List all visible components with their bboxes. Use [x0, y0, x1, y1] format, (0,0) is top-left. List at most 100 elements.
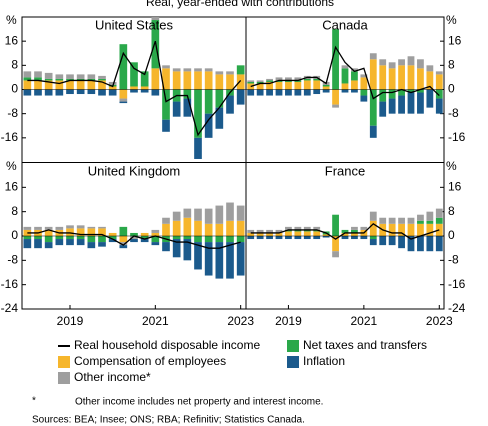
bar [388, 217, 396, 224]
bar [275, 80, 283, 82]
bar [369, 59, 377, 90]
bar [388, 98, 396, 114]
bar [23, 226, 32, 230]
bar [140, 239, 149, 243]
bar [119, 242, 128, 246]
bar [256, 83, 264, 90]
legend-label: Inflation [303, 354, 345, 368]
bar [360, 77, 368, 90]
bar [275, 89, 283, 96]
x-tick-label: 2021 [351, 314, 378, 328]
bar [76, 74, 85, 79]
bar [322, 236, 330, 238]
bar [417, 220, 424, 224]
bar [151, 17, 160, 21]
bar [76, 225, 85, 229]
bar [435, 74, 443, 90]
bar [162, 68, 170, 90]
bar [215, 107, 224, 129]
bar [266, 81, 273, 90]
bar [55, 226, 64, 230]
bar [379, 59, 387, 66]
bar [34, 89, 42, 96]
bar [55, 78, 64, 81]
bar [23, 71, 32, 78]
bar [215, 205, 224, 224]
bar [313, 236, 321, 240]
sources: Sources: BEA; Insee; ONS; RBA; Refinitiv… [32, 415, 305, 426]
bar [87, 226, 96, 229]
bar [119, 101, 128, 104]
bar [351, 68, 358, 72]
y-axis-label: % [6, 159, 17, 173]
bar [426, 236, 434, 252]
bar [162, 65, 170, 69]
bar [303, 89, 311, 96]
bar [351, 71, 358, 81]
bar [87, 74, 96, 79]
bar [417, 223, 424, 236]
bar [108, 232, 117, 236]
bar [398, 59, 405, 66]
bar [407, 89, 415, 93]
bar [417, 59, 424, 69]
bar [119, 245, 128, 249]
bar [266, 229, 273, 233]
bar [194, 220, 202, 236]
bar [236, 74, 245, 90]
bar [44, 226, 53, 230]
y-tick-label: -24 [448, 301, 466, 315]
bar [130, 89, 138, 93]
bar [98, 75, 106, 79]
bar [256, 80, 264, 82]
bar [108, 86, 117, 90]
bar [108, 89, 117, 96]
y-tick-label: -8 [448, 106, 459, 120]
bar [55, 80, 64, 90]
bar [341, 83, 349, 90]
bar [172, 71, 181, 90]
bar [341, 65, 349, 69]
bar [303, 78, 311, 81]
bar [66, 89, 74, 95]
bar [407, 223, 415, 236]
bar [369, 89, 377, 126]
bar [341, 229, 349, 233]
bar [275, 81, 283, 90]
chart-title: Real, year-ended with contributions [146, 0, 334, 9]
x-tick-label: 2023 [227, 314, 254, 328]
y-tick-label: 0 [11, 82, 18, 96]
bar [435, 98, 443, 114]
bar [44, 89, 53, 96]
bar [130, 62, 138, 87]
bar [360, 95, 368, 102]
panel-title: Canada [322, 17, 368, 32]
x-tick-label: 2021 [142, 314, 169, 328]
legend-label: Compensation of employees [74, 354, 226, 368]
bar [285, 80, 292, 82]
bar [55, 74, 64, 79]
bar [183, 208, 192, 218]
bar [435, 236, 443, 252]
y-tick-label: 16 [5, 180, 19, 194]
legend-label: Real household disposable income [74, 338, 260, 352]
bar [44, 72, 53, 79]
bar [204, 68, 213, 72]
bar [183, 71, 192, 90]
bar [183, 98, 192, 117]
bar [183, 68, 192, 72]
bar [313, 229, 321, 232]
bar [23, 89, 32, 96]
bar [369, 53, 377, 60]
bar [388, 236, 396, 246]
bar [266, 232, 273, 236]
y-tick-label: -16 [1, 277, 19, 291]
bar [341, 68, 349, 84]
bar [204, 242, 213, 276]
bar [285, 231, 292, 236]
bar [172, 220, 181, 236]
bar [322, 89, 330, 93]
bar [426, 223, 434, 236]
bar [215, 242, 224, 279]
bar [34, 80, 42, 90]
